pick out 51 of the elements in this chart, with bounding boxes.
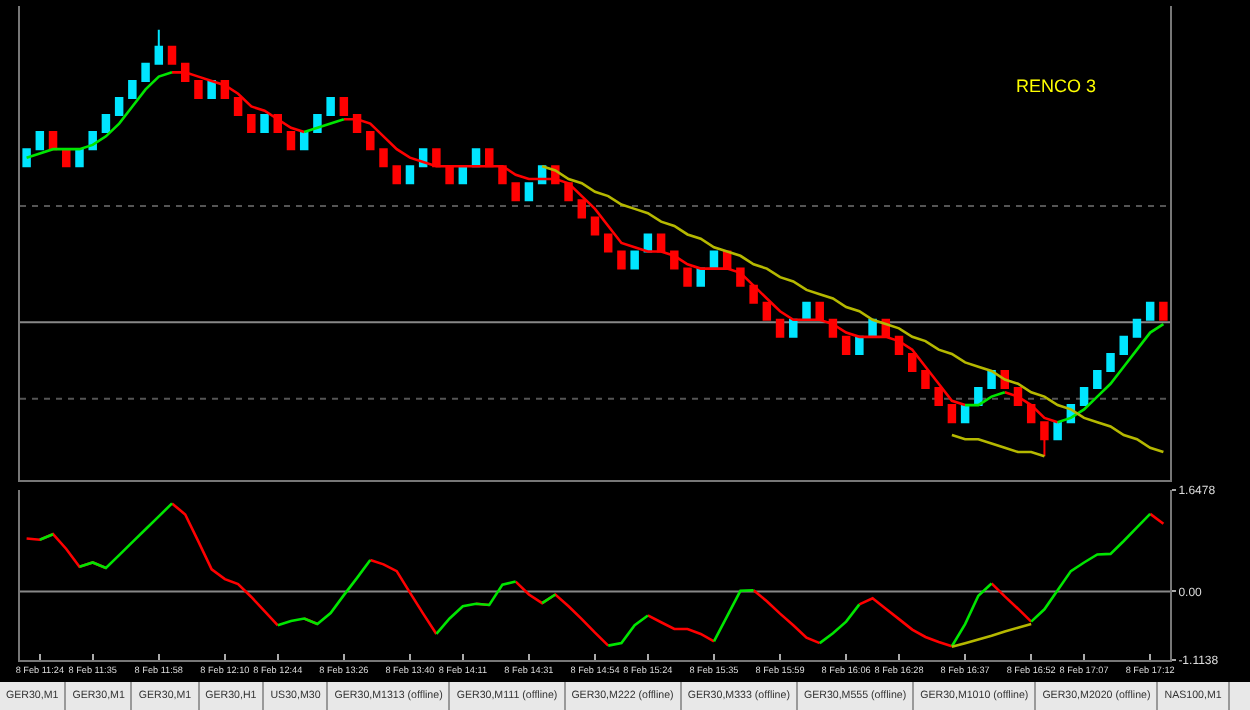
candlestick	[194, 79, 203, 99]
candlestick	[1145, 301, 1155, 321]
candlestick	[114, 96, 124, 117]
candlestick	[1053, 421, 1062, 441]
candlestick	[603, 233, 613, 253]
candlestick	[749, 284, 758, 304]
annotation: RENCO 3	[1016, 76, 1097, 96]
candlestick	[167, 45, 177, 65]
candlestick	[762, 301, 772, 321]
candlestick	[154, 28, 164, 65]
candlestick	[987, 369, 996, 390]
candlestick	[1079, 387, 1089, 407]
candlestick	[841, 335, 851, 355]
candlestick	[379, 148, 388, 168]
candlestick	[326, 96, 335, 117]
candlestick	[141, 62, 150, 82]
candlestick	[630, 250, 639, 270]
candlestick	[590, 216, 600, 236]
candlestick	[207, 79, 216, 99]
candlestick	[128, 79, 137, 99]
candlestick	[908, 352, 917, 372]
candlestick	[1132, 318, 1142, 338]
candlestick	[524, 182, 534, 202]
candlestick	[35, 131, 45, 151]
candlestick	[432, 148, 441, 168]
candlestick	[247, 114, 256, 134]
candlestick	[101, 114, 111, 134]
candlestick	[511, 182, 520, 202]
candlestick	[233, 96, 243, 117]
candlestick	[1093, 369, 1102, 390]
candlestick	[617, 250, 626, 270]
candlestick	[974, 387, 983, 407]
candlestick	[921, 369, 930, 390]
candlestick	[405, 165, 415, 185]
line-series	[950, 622, 1033, 649]
candlestick	[1159, 301, 1168, 321]
candlestick	[485, 148, 494, 168]
candlestick	[260, 114, 269, 134]
candlestick	[577, 199, 587, 219]
candlestick	[789, 318, 798, 338]
candlestick	[22, 148, 31, 168]
candlestick	[392, 165, 401, 185]
candlestick	[815, 301, 824, 321]
candlestick	[683, 267, 692, 287]
candlestick	[1119, 335, 1128, 355]
candlestick	[1106, 352, 1115, 372]
candlestick	[75, 148, 84, 168]
candlestick	[855, 335, 864, 355]
candlestick	[366, 131, 375, 151]
candlestick	[62, 148, 71, 168]
candlestick	[775, 318, 785, 338]
